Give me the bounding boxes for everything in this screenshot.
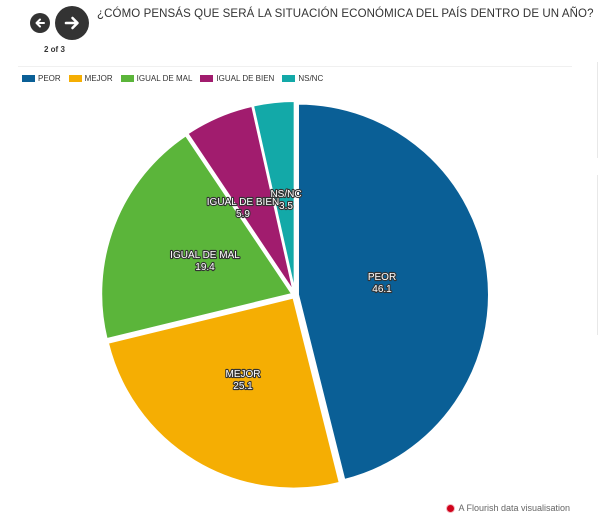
legend-swatch	[282, 75, 296, 82]
pie-slice[interactable]	[251, 100, 296, 293]
flourish-credit[interactable]: A Flourish data visualisation	[447, 503, 570, 513]
slice-label: IGUAL DE BIEN	[207, 197, 279, 208]
legend-item[interactable]: IGUAL DE MAL	[120, 74, 193, 83]
slice-label: IGUAL DE MAL	[170, 250, 240, 261]
legend-swatch	[200, 75, 214, 82]
divider	[597, 175, 598, 335]
divider	[18, 66, 572, 67]
page-indicator: 2 of 3	[44, 45, 65, 54]
slice-value-label: 25.1	[233, 381, 253, 392]
legend-item[interactable]: NS/NC	[282, 74, 323, 83]
legend-label: PEOR	[38, 74, 61, 83]
legend-item[interactable]: MEJOR	[68, 74, 113, 83]
slice-value-label: 19.4	[195, 262, 215, 273]
next-button[interactable]	[55, 6, 89, 40]
pie-slice[interactable]	[106, 296, 341, 490]
flourish-credit-label: A Flourish data visualisation	[458, 503, 570, 513]
slice-label: NS/NC	[270, 189, 301, 200]
legend-swatch	[68, 75, 82, 82]
chart-title: ¿CÓMO PENSÁS QUE SERÁ LA SITUACIÓN ECONÓ…	[97, 8, 594, 20]
slice-label: MEJOR	[226, 369, 261, 380]
arrow-right-icon	[64, 16, 79, 30]
pie-slice[interactable]	[296, 102, 490, 482]
slice-value-label: 3.5	[279, 201, 293, 212]
legend: PEOR MEJOR IGUAL DE MAL IGUAL DE BIEN NS/NC	[22, 74, 323, 83]
arrow-left-icon	[35, 18, 45, 28]
legend-label: MEJOR	[84, 74, 113, 83]
slice-label: PEOR	[368, 272, 396, 283]
previous-button[interactable]	[30, 13, 50, 33]
slice-value-label: 5.9	[236, 209, 250, 220]
legend-label: IGUAL DE MAL	[136, 74, 193, 83]
legend-item[interactable]: IGUAL DE BIEN	[200, 74, 274, 83]
slice-value-label: 46.1	[372, 284, 392, 295]
divider	[597, 62, 598, 158]
legend-swatch	[22, 75, 35, 82]
legend-item[interactable]: PEOR	[22, 74, 61, 83]
flourish-logo-icon	[447, 504, 455, 512]
pie-slice[interactable]	[100, 133, 294, 341]
legend-label: NS/NC	[298, 74, 324, 83]
legend-label: IGUAL DE BIEN	[216, 74, 275, 83]
legend-swatch	[120, 75, 134, 82]
